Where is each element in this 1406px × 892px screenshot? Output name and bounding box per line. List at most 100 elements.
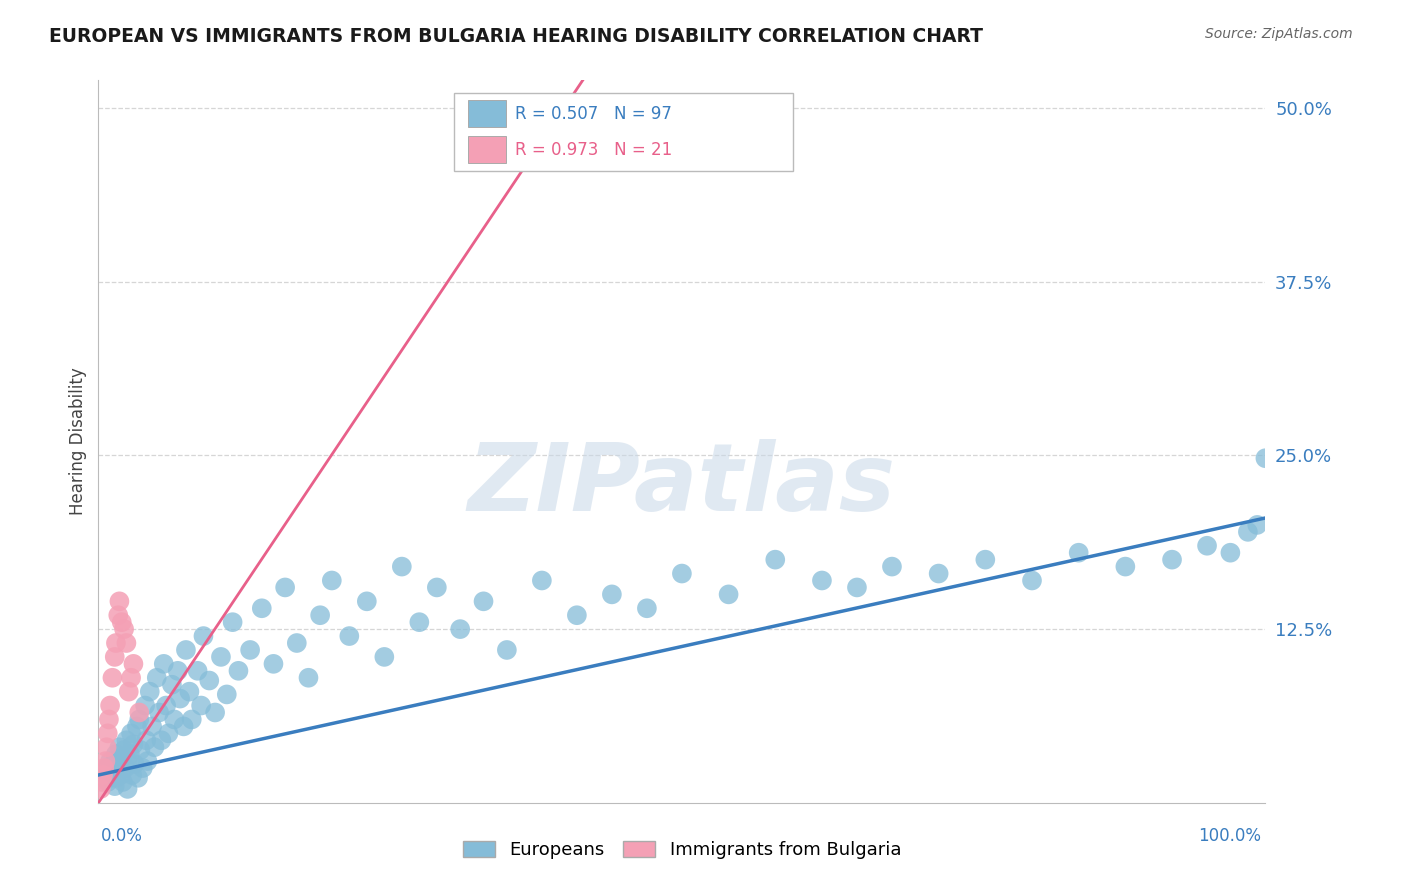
Point [135,733,157,747]
Point [1254,451,1277,466]
Point [112,622,135,636]
Point [228,664,250,678]
Point [530,574,553,588]
Point [104,636,127,650]
Point [143,740,166,755]
Point [846,581,869,595]
Point [373,649,395,664]
Point [160,678,183,692]
Point [115,733,138,747]
Point [163,713,186,727]
Point [112,743,135,757]
FancyBboxPatch shape [468,136,506,163]
Point [337,629,360,643]
Point [121,768,143,782]
Point [111,751,134,765]
Point [190,698,212,713]
Point [472,594,495,608]
Point [114,761,136,775]
Point [118,747,141,761]
Point [150,733,173,747]
Legend: Europeans, Immigrants from Bulgaria: Europeans, Immigrants from Bulgaria [456,833,908,866]
Point [426,581,449,595]
Point [565,608,588,623]
Point [98,771,121,785]
Point [98,698,121,713]
Point [120,671,142,685]
Point [173,719,195,733]
Point [101,671,124,685]
Point [928,566,950,581]
Point [98,754,121,768]
Point [198,673,221,688]
Point [496,643,519,657]
Point [146,671,169,685]
Point [174,643,197,657]
Point [118,684,141,698]
Point [111,775,134,789]
Point [152,657,174,671]
Point [93,761,115,775]
Point [880,559,903,574]
Text: EUROPEAN VS IMMIGRANTS FROM BULGARIA HEARING DISABILITY CORRELATION CHART: EUROPEAN VS IMMIGRANTS FROM BULGARIA HEA… [49,27,983,45]
Point [1021,574,1043,588]
Point [128,713,150,727]
Point [97,775,120,789]
Text: ZIPatlas: ZIPatlas [468,439,896,531]
Point [104,747,127,761]
Point [717,587,740,601]
Point [408,615,430,630]
Point [115,636,138,650]
Point [221,615,243,630]
Point [108,740,131,755]
Point [101,765,124,780]
Point [127,771,149,785]
Point [90,781,112,796]
Point [193,629,215,643]
Point [974,552,997,566]
Point [107,761,129,775]
Point [157,726,180,740]
Point [600,587,623,601]
Point [356,594,378,608]
FancyBboxPatch shape [454,93,793,170]
Point [148,706,170,720]
Point [285,636,308,650]
Point [104,771,127,785]
Point [128,706,150,720]
Point [671,566,693,581]
Point [449,622,471,636]
Point [274,581,297,595]
Point [132,761,155,775]
Point [104,649,127,664]
Point [136,754,159,768]
Point [1237,524,1260,539]
Point [169,691,191,706]
Point [297,671,319,685]
Point [391,559,413,574]
Point [139,684,162,698]
Point [117,781,139,796]
Point [110,768,132,782]
Point [97,713,120,727]
Point [1219,546,1241,560]
Point [166,664,188,678]
Text: 0.0%: 0.0% [101,827,143,845]
Point [96,761,118,775]
Point [204,706,226,720]
Point [122,657,145,671]
Text: 100.0%: 100.0% [1198,827,1261,845]
Point [103,756,125,771]
Point [134,698,156,713]
Point [117,754,139,768]
Point [179,684,201,698]
Y-axis label: Hearing Disability: Hearing Disability [69,368,87,516]
Point [1195,539,1218,553]
Text: Source: ZipAtlas.com: Source: ZipAtlas.com [1205,27,1353,41]
Point [215,687,238,701]
Point [321,574,343,588]
Point [107,608,129,623]
Point [811,574,834,588]
Point [209,649,232,664]
Text: R = 0.973   N = 21: R = 0.973 N = 21 [515,141,672,159]
